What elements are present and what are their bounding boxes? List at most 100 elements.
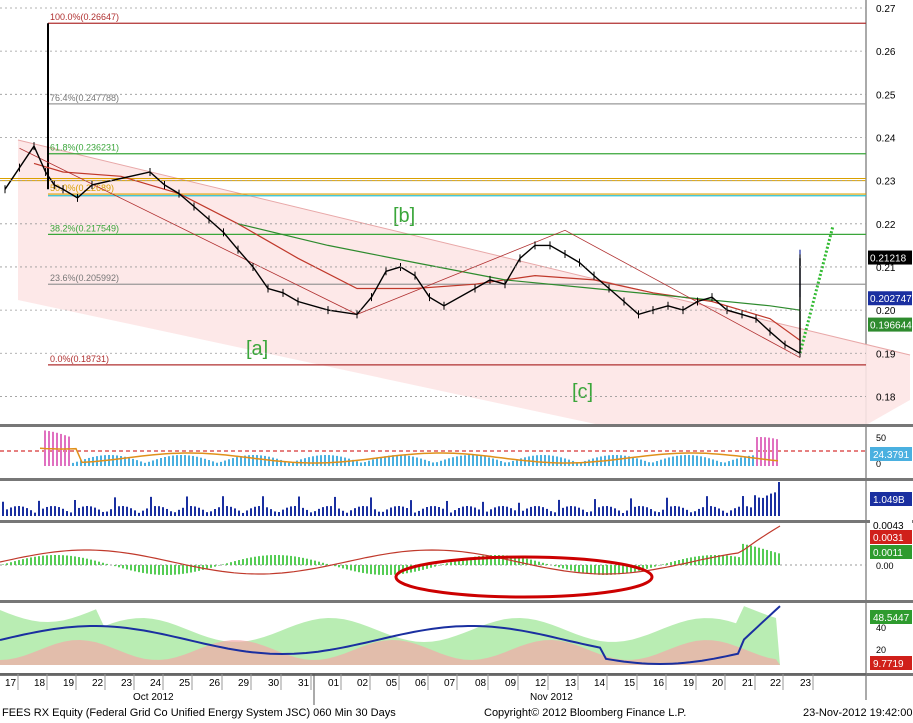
macd-bar	[174, 565, 176, 575]
macd-bar	[162, 565, 164, 575]
rsi-bar	[616, 455, 618, 466]
x-tick-label: 17	[5, 678, 17, 689]
rsi-bar	[60, 433, 62, 466]
macd-bar	[206, 565, 208, 569]
rsi-bar	[272, 457, 274, 466]
volume-bar	[274, 511, 276, 516]
volume-bar	[126, 506, 128, 516]
volume-bar	[182, 507, 184, 516]
rsi-axis-label: 0	[876, 459, 881, 469]
macd-bar	[418, 565, 420, 571]
macd-bar	[562, 565, 564, 569]
macd-bar	[726, 555, 728, 565]
volume-bar	[754, 495, 756, 516]
rsi-bar	[424, 459, 426, 466]
macd-bar	[762, 548, 764, 565]
volume-bar	[246, 510, 248, 516]
indicator-value-tag	[870, 656, 912, 670]
rsi-bar	[476, 455, 478, 466]
macd-axis-label: 0.00	[876, 561, 894, 571]
volume-bar	[434, 506, 436, 516]
macd-bar	[462, 559, 464, 565]
volume-bar	[642, 506, 644, 516]
month-label: Oct 2012	[133, 692, 174, 703]
volume-bar	[362, 506, 364, 516]
macd-bar	[374, 565, 376, 575]
volume-bar	[230, 506, 232, 516]
rsi-bar	[536, 455, 538, 466]
macd-bar	[542, 562, 544, 565]
rsi-bar	[440, 460, 442, 466]
macd-bar	[430, 565, 432, 568]
rsi-bar	[360, 462, 362, 466]
rsi-bar	[716, 460, 718, 466]
volume-bar	[578, 507, 580, 516]
macd-bar	[554, 565, 556, 567]
rsi-bar	[348, 458, 350, 466]
volume-bar	[646, 507, 648, 516]
rsi-bar	[288, 462, 290, 466]
volume-bar	[74, 499, 76, 516]
rsi-bar	[548, 455, 550, 466]
volume-bar	[30, 510, 32, 516]
last-value-tags: 0.21218 0.202747 0.196644	[868, 250, 912, 332]
macd-bar	[250, 557, 252, 565]
rsi-bar	[452, 457, 454, 466]
volume-bar	[322, 507, 324, 516]
rsi-bar	[148, 461, 150, 466]
y-tick-label: 0.26	[876, 47, 896, 58]
macd-bar	[270, 555, 272, 565]
macd-bar	[626, 565, 628, 574]
rsi-bar	[460, 455, 462, 466]
rsi-bar	[212, 461, 214, 466]
macd-bar	[610, 565, 612, 575]
volume-bar	[54, 506, 56, 516]
macd-bar	[90, 559, 92, 565]
macd-bar	[126, 565, 128, 570]
rsi-bar	[408, 455, 410, 466]
macd-bar	[46, 555, 48, 565]
rsi-bar	[380, 457, 382, 466]
macd-bar	[754, 546, 756, 565]
volume-bar	[6, 509, 8, 516]
rsi-bar	[764, 437, 766, 466]
rsi-bar	[676, 455, 678, 466]
highlight-ellipse	[394, 555, 654, 599]
rsi-bar	[712, 459, 714, 466]
macd-bar	[118, 565, 120, 568]
volume-bar	[598, 507, 600, 516]
fib-label: 100.0%(0.26647)	[50, 12, 119, 22]
rsi-bar	[728, 461, 730, 466]
rsi-bar	[284, 461, 286, 466]
panel-separator	[0, 424, 913, 427]
macd-bar	[42, 555, 44, 565]
volume-bar	[622, 512, 624, 516]
last-value-tag	[868, 291, 912, 306]
rsi-bar	[324, 455, 326, 466]
macd-bar	[318, 561, 320, 565]
rsi-bar	[756, 437, 758, 466]
rsi-bar	[420, 458, 422, 466]
macd-bar	[354, 565, 356, 572]
volume-bar	[150, 496, 152, 516]
indicator-value-label: 24.3791	[873, 450, 910, 461]
macd-bar	[394, 565, 396, 575]
macd-bar	[546, 563, 548, 565]
volume-bar	[346, 512, 348, 516]
macd-bar	[30, 557, 32, 565]
rsi-bar	[524, 457, 526, 466]
macd-bar	[326, 563, 328, 565]
macd-bar	[590, 565, 592, 575]
rsi-bar	[236, 457, 238, 466]
wave-zigzag	[19, 147, 801, 358]
rsi-bar	[496, 459, 498, 466]
volume-bar	[194, 506, 196, 516]
macd-bar	[338, 565, 340, 568]
rsi-bar	[308, 457, 310, 466]
rsi-bar	[512, 460, 514, 466]
macd-bar	[642, 565, 644, 570]
volume-bar	[366, 506, 368, 516]
volume-bar	[706, 496, 708, 516]
volume-bar	[78, 507, 80, 516]
